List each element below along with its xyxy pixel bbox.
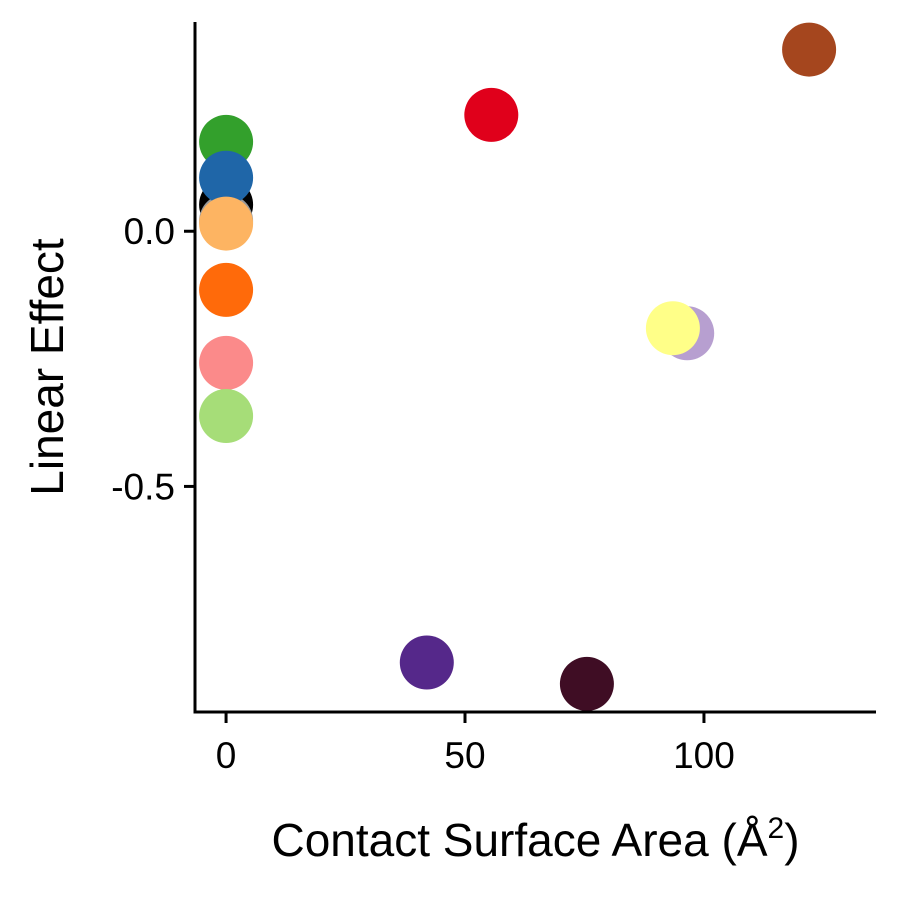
data-point	[199, 150, 254, 205]
y-axis-ticks: -0.5 0.0	[111, 211, 195, 507]
y-tick-label: -0.5	[111, 466, 175, 507]
y-axis-title: Linear Effect	[21, 238, 73, 496]
x-tick-label: 50	[444, 735, 485, 776]
data-point	[645, 301, 700, 356]
data-point	[199, 335, 254, 390]
x-axis-title: Contact Surface Area (Å2)	[271, 812, 799, 866]
data-point	[199, 389, 254, 443]
data-point	[782, 22, 837, 77]
x-axis-title-suffix: )	[784, 814, 799, 866]
data-point	[559, 656, 614, 711]
points-layer	[199, 22, 837, 711]
y-tick-label: 0.0	[124, 211, 175, 252]
x-axis-ticks: 0 50 100	[216, 712, 735, 776]
data-point	[399, 635, 454, 690]
data-point	[199, 262, 254, 317]
data-point	[199, 196, 254, 251]
x-axis-title-superscript: 2	[768, 812, 785, 845]
x-tick-label: 100	[673, 735, 735, 776]
data-point	[464, 87, 519, 142]
x-tick-label: 0	[216, 735, 237, 776]
